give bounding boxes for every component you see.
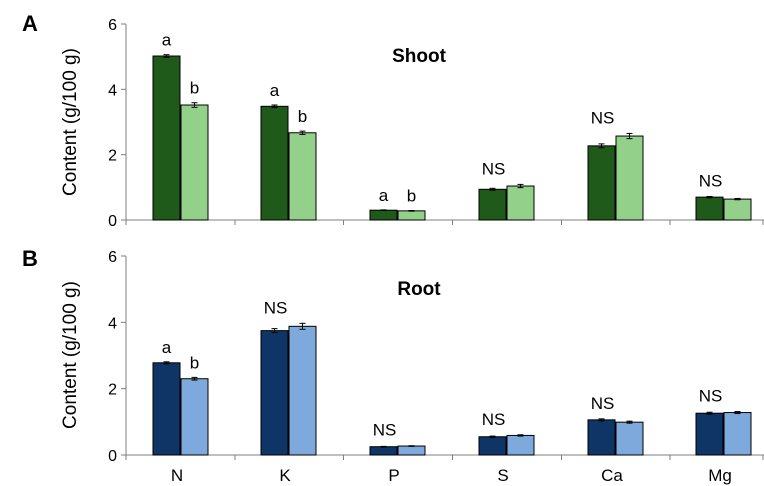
bar: [723, 412, 752, 456]
bar: [180, 104, 209, 221]
significance-label: NS: [591, 108, 615, 127]
bar: [478, 188, 507, 221]
bar: [506, 434, 535, 456]
significance-label: b: [407, 187, 416, 206]
bar: [288, 325, 317, 456]
y-tick-label: 6: [108, 17, 117, 34]
significance-label: NS: [482, 410, 506, 429]
bar: [615, 135, 644, 221]
significance-label: a: [162, 31, 172, 50]
bar: [695, 196, 724, 221]
y-tick-label: 0: [108, 213, 117, 230]
panel-title-shoot: Shoot: [392, 46, 446, 67]
panel-letter-b: B: [22, 246, 38, 271]
y-tick-label: 2: [108, 382, 117, 399]
bar: [260, 330, 289, 456]
bar: [152, 55, 181, 221]
significance-label: b: [298, 107, 307, 126]
significance-label: a: [379, 186, 389, 205]
bar: [397, 445, 426, 456]
bar: [587, 145, 616, 221]
y-axis-label-b: Content (g/100 g): [60, 281, 81, 429]
significance-label: NS: [373, 421, 397, 440]
significance-label: b: [190, 79, 199, 98]
significance-label: NS: [699, 387, 723, 406]
significance-label: NS: [699, 171, 723, 190]
bar: [180, 378, 209, 456]
x-category-label: N: [171, 466, 183, 485]
y-axis-label-a: Content (g/100 g): [60, 48, 81, 196]
significance-label: a: [270, 81, 280, 100]
y-tick-label: 0: [108, 448, 117, 465]
x-category-label: S: [497, 466, 508, 485]
panel-b: B Root Content (g/100 g) 0 2 4 6 ab N NS K NS P NS…: [22, 246, 764, 485]
significance-label: NS: [482, 159, 506, 178]
bar: [478, 436, 507, 456]
panel-letter-a: A: [22, 11, 38, 36]
bar: [587, 419, 616, 456]
bar: [695, 412, 724, 456]
bar: [506, 185, 535, 221]
significance-label: b: [190, 353, 199, 372]
y-tick-label: 4: [108, 315, 117, 332]
bar: [369, 446, 398, 456]
bar: [615, 421, 644, 456]
x-category-label: Ca: [601, 466, 623, 485]
bar: [397, 210, 426, 221]
bar: [260, 105, 289, 221]
significance-label: a: [162, 338, 172, 357]
x-category-label: K: [279, 466, 291, 485]
y-tick-label: 4: [108, 82, 117, 99]
panel-title-root: Root: [397, 279, 441, 300]
y-tick-label: 2: [108, 148, 117, 165]
bar: [723, 198, 752, 221]
bar: [152, 362, 181, 456]
x-category-label: P: [388, 466, 399, 485]
significance-label: NS: [591, 394, 615, 413]
bar: [288, 132, 317, 221]
y-tick-label: 6: [108, 249, 117, 266]
significance-label: NS: [264, 298, 288, 317]
bar: [369, 209, 398, 221]
x-category-label: Mg: [708, 466, 732, 485]
